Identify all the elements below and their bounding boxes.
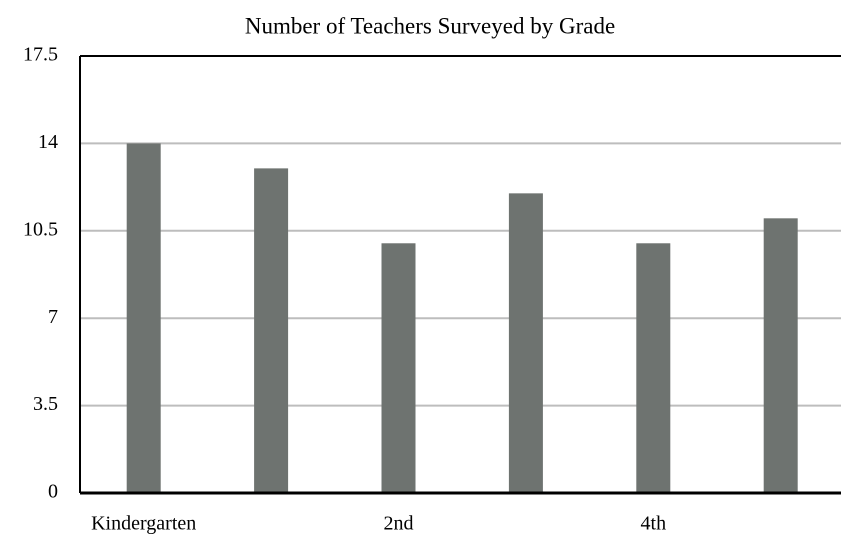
chart-title: Number of Teachers Surveyed by Grade — [245, 13, 615, 38]
bar — [508, 193, 543, 494]
bar — [126, 143, 161, 493]
x-tick-label: 4th — [641, 513, 667, 535]
x-tick-label: Kindergarten — [91, 513, 196, 535]
y-tick-label: 10.5 — [23, 218, 58, 240]
y-tick-label: 17.5 — [23, 44, 58, 66]
bar — [381, 243, 416, 493]
bar — [763, 218, 798, 494]
y-tick-label: 3.5 — [33, 393, 58, 415]
y-tick-label: 0 — [48, 481, 58, 503]
x-tick-label: 2nd — [384, 513, 414, 535]
bar — [254, 168, 289, 493]
y-tick-label: 7 — [48, 306, 58, 328]
y-tick-label: 14 — [38, 131, 58, 153]
bar — [636, 243, 671, 493]
